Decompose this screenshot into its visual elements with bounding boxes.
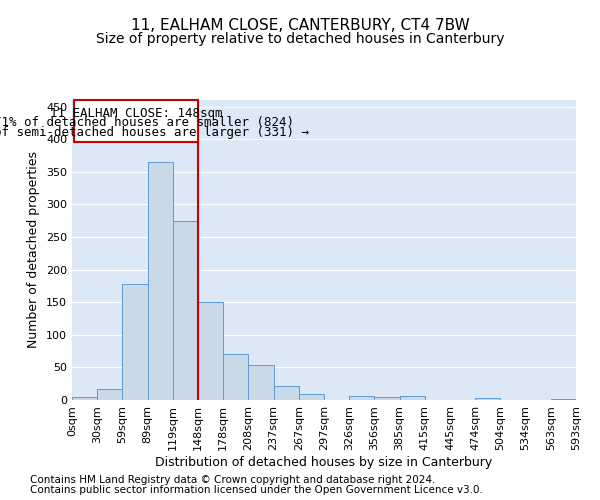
- Bar: [173, 220, 198, 400]
- Text: 11, EALHAM CLOSE, CANTERBURY, CT4 7BW: 11, EALHAM CLOSE, CANTERBURY, CT4 7BW: [131, 18, 469, 32]
- Bar: [198, 302, 223, 400]
- X-axis label: Distribution of detached houses by size in Canterbury: Distribution of detached houses by size …: [155, 456, 493, 468]
- Bar: [374, 396, 400, 400]
- Bar: [551, 398, 576, 400]
- Bar: [72, 398, 97, 400]
- Bar: [97, 389, 122, 400]
- Bar: [223, 354, 248, 400]
- Bar: [148, 162, 173, 400]
- Bar: [400, 396, 425, 400]
- Text: ← 71% of detached houses are smaller (824): ← 71% of detached houses are smaller (82…: [0, 116, 293, 130]
- Bar: [122, 284, 148, 400]
- Text: Contains HM Land Registry data © Crown copyright and database right 2024.: Contains HM Land Registry data © Crown c…: [30, 475, 436, 485]
- Bar: [299, 394, 324, 400]
- Bar: [475, 398, 500, 400]
- Bar: [74, 100, 198, 142]
- Text: Contains public sector information licensed under the Open Government Licence v3: Contains public sector information licen…: [30, 485, 483, 495]
- Bar: [349, 396, 374, 400]
- Bar: [248, 365, 274, 400]
- Y-axis label: Number of detached properties: Number of detached properties: [28, 152, 40, 348]
- Bar: [274, 386, 299, 400]
- Text: 11 EALHAM CLOSE: 148sqm: 11 EALHAM CLOSE: 148sqm: [50, 106, 222, 120]
- Text: 29% of semi-detached houses are larger (331) →: 29% of semi-detached houses are larger (…: [0, 126, 308, 139]
- Text: Size of property relative to detached houses in Canterbury: Size of property relative to detached ho…: [96, 32, 504, 46]
